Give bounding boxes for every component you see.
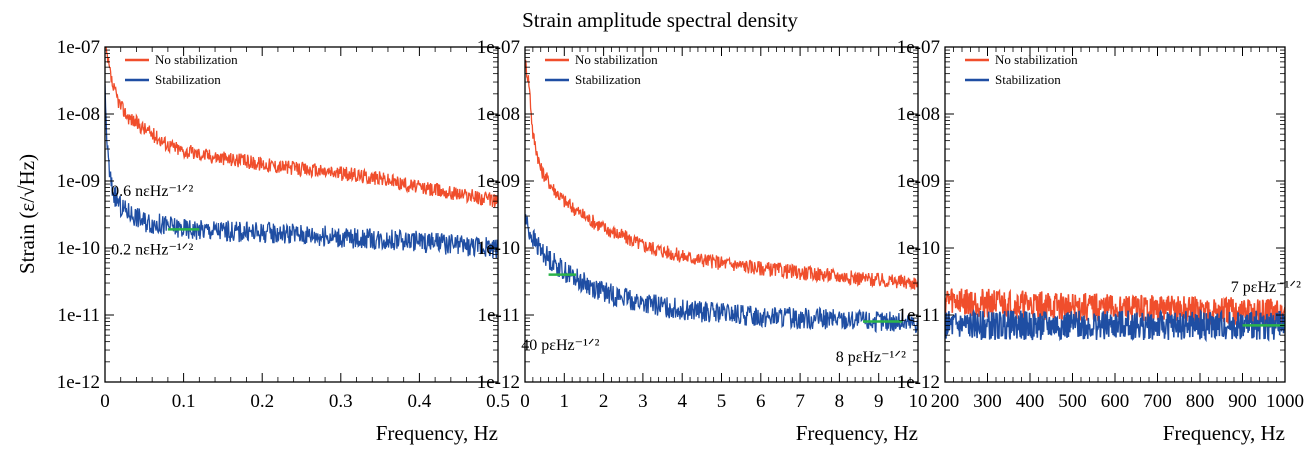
x-tick-label: 0.4 xyxy=(408,391,432,412)
level-annotation: 8 pεHz⁻¹ᐟ² xyxy=(836,349,906,366)
x-tick-label: 5 xyxy=(717,391,727,412)
y-tick-label: 1e-10 xyxy=(57,238,100,259)
y-tick-label: 1e-11 xyxy=(477,305,520,326)
x-tick-label: 3 xyxy=(638,391,648,412)
x-tick-label: 10 xyxy=(909,391,928,412)
x-axis-label: Frequency, Hz xyxy=(796,421,918,445)
x-tick-label: 9 xyxy=(874,391,884,412)
panel-middle: 1e-07 1e-08 1e-09 1e-10 1e-11 1e-120 1 2 3 4 5 6 7 8 9… xyxy=(477,37,928,445)
x-tick-label: 900 xyxy=(1228,391,1257,412)
x-tick-label: 2 xyxy=(599,391,609,412)
plot-frame xyxy=(104,46,499,383)
level-annotation: 0.6 nεHz⁻¹ᐟ² xyxy=(111,183,193,200)
y-tick-label: 1e-11 xyxy=(57,305,100,326)
legend-entry: Stabilization xyxy=(995,72,1061,87)
x-tick-label: 600 xyxy=(1101,391,1130,412)
x-tick-label: 0.1 xyxy=(172,391,196,412)
y-tick-label: 1e-10 xyxy=(897,238,940,259)
y-axis-label: Strain (ε/√Hz) xyxy=(15,154,39,274)
x-tick-label: 200 xyxy=(931,391,960,412)
x-tick-label: 500 xyxy=(1058,391,1087,412)
x-tick-label: 1 xyxy=(560,391,570,412)
x-axis-label: Frequency, Hz xyxy=(1163,421,1285,445)
y-tick-label: 1e-12 xyxy=(897,372,940,393)
level-annotation: 0.2 nεHz⁻¹ᐟ² xyxy=(111,241,193,258)
figure-title: Strain amplitude spectral density xyxy=(522,8,798,32)
series-no-stabilization xyxy=(525,59,918,291)
x-tick-label: 800 xyxy=(1186,391,1215,412)
x-tick-label: 400 xyxy=(1016,391,1045,412)
x-tick-label: 0.3 xyxy=(329,391,353,412)
y-tick-label: 1e-09 xyxy=(897,171,940,192)
legend-entry: No stabilization xyxy=(995,52,1078,67)
x-tick-label: 7 xyxy=(795,391,805,412)
x-axis-label: Frequency, Hz xyxy=(376,421,498,445)
y-tick-label: 1e-07 xyxy=(57,37,100,58)
level-annotation: 7 pεHz⁻¹ᐟ² xyxy=(1231,279,1301,296)
x-tick-label: 300 xyxy=(973,391,1002,412)
series-stabilization xyxy=(105,83,498,259)
legend-entry: No stabilization xyxy=(155,52,238,67)
x-tick-label: 700 xyxy=(1143,391,1172,412)
x-tick-label: 6 xyxy=(756,391,766,412)
y-tick-label: 1e-10 xyxy=(477,238,520,259)
y-tick-label: 1e-08 xyxy=(477,104,520,125)
x-tick-label: 0.2 xyxy=(250,391,274,412)
series-stabilization xyxy=(945,308,1285,343)
x-tick-label: 0 xyxy=(520,391,530,412)
y-tick-label: 1e-11 xyxy=(897,305,940,326)
x-tick-label: 1000 xyxy=(1266,391,1304,412)
x-tick-label: 0.5 xyxy=(486,391,510,412)
level-annotation: 40 pεHz⁻¹ᐟ² xyxy=(521,337,599,354)
x-tick-label: 8 xyxy=(835,391,845,412)
y-tick-label: 1e-08 xyxy=(57,104,100,125)
panel-left: 1e-07 1e-08 1e-09 1e-10 1e-11 1e-120 0.1 0.2 0.3… xyxy=(57,37,510,445)
y-tick-label: 1e-08 xyxy=(897,104,940,125)
series-no-stabilization xyxy=(105,47,498,208)
x-tick-label: 0 xyxy=(100,391,110,412)
legend-entry: Stabilization xyxy=(575,72,641,87)
y-tick-label: 1e-09 xyxy=(477,171,520,192)
legend-entry: No stabilization xyxy=(575,52,658,67)
y-tick-label: 1e-12 xyxy=(477,372,520,393)
y-tick-label: 1e-12 xyxy=(57,372,100,393)
legend-entry: Stabilization xyxy=(155,72,221,87)
y-tick-label: 1e-09 xyxy=(57,171,100,192)
y-tick-label: 1e-07 xyxy=(477,37,520,58)
y-tick-label: 1e-07 xyxy=(897,37,940,58)
series-stabilization xyxy=(525,214,918,334)
x-tick-label: 4 xyxy=(677,391,687,412)
